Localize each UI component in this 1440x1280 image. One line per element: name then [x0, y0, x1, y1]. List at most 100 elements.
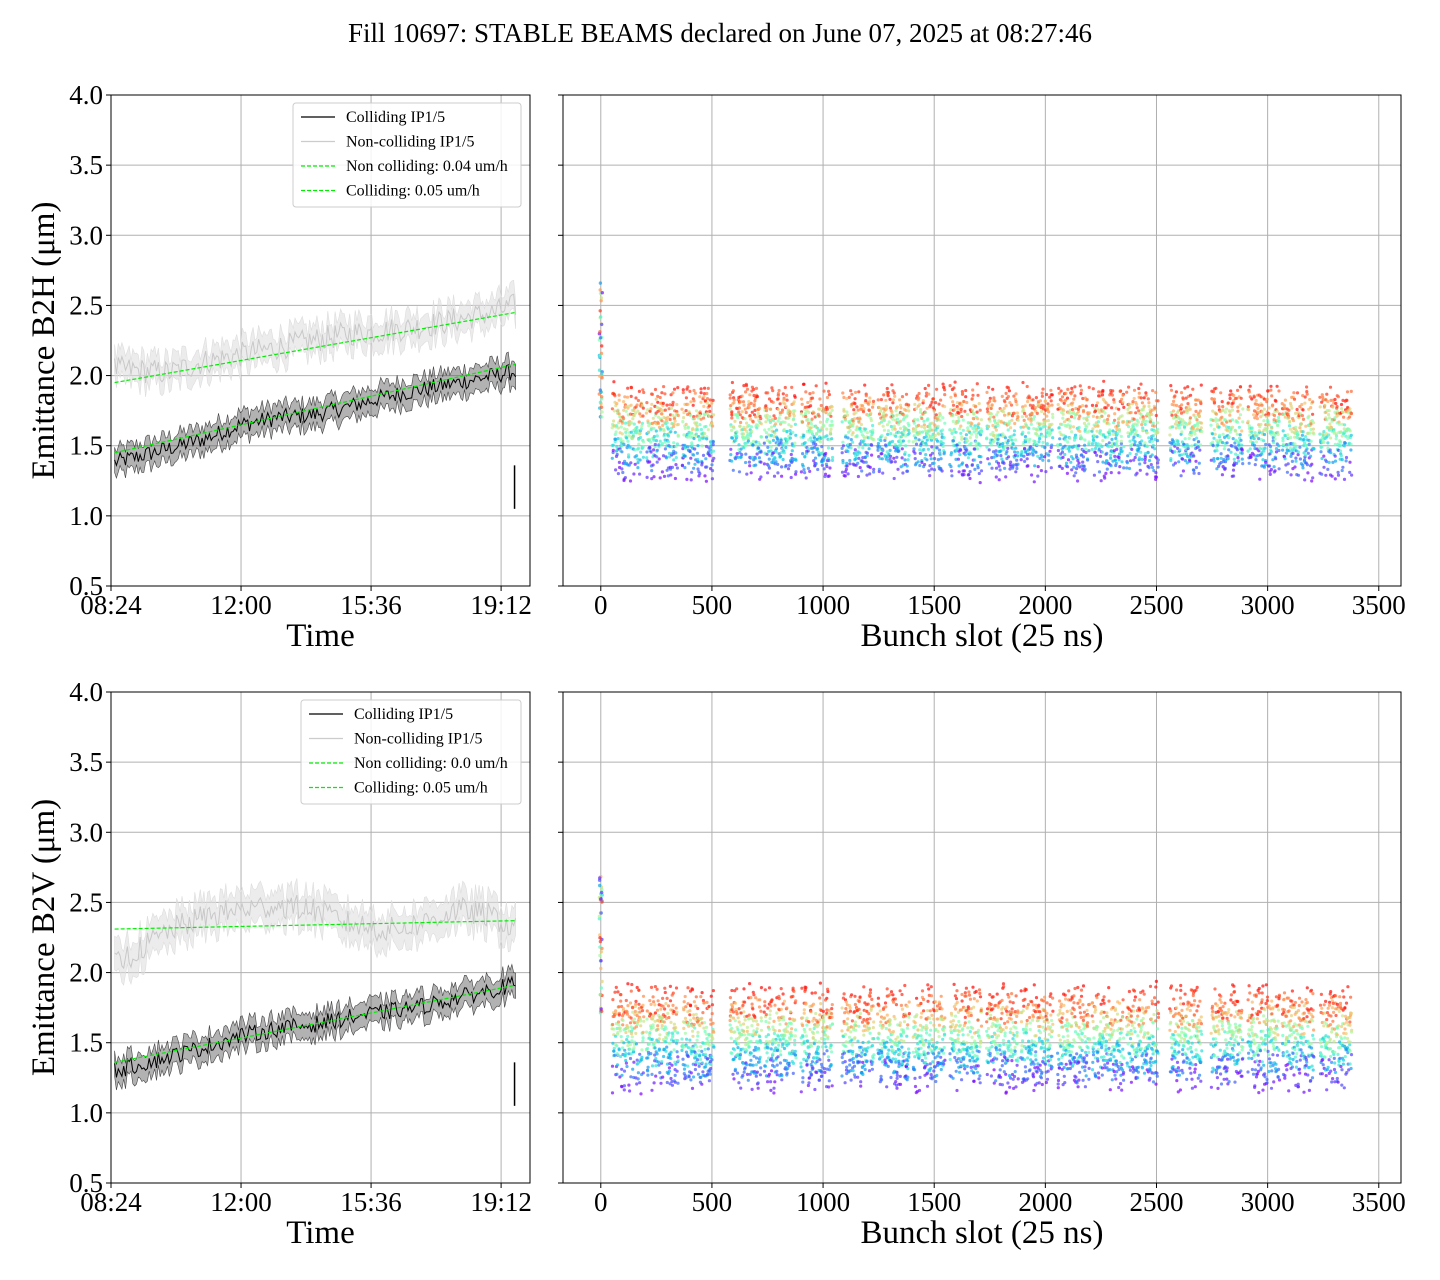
scatter-point: [853, 402, 857, 406]
scatter-point: [740, 410, 744, 414]
scatter-point: [1281, 439, 1285, 443]
scatter-point: [773, 1029, 777, 1033]
scatter-point: [597, 368, 602, 372]
scatter-point: [806, 400, 810, 405]
scatter-point: [672, 458, 676, 462]
scatter-point: [1154, 390, 1158, 394]
scatter-point: [1135, 423, 1139, 427]
scatter-point: [1138, 434, 1142, 439]
scatter-point: [612, 1027, 616, 1031]
scatter-point: [916, 460, 920, 464]
scatter-point: [921, 399, 926, 403]
scatter-point: [1146, 450, 1150, 454]
scatter-point: [985, 390, 989, 394]
scatter-point: [650, 1037, 654, 1041]
scatter-point: [649, 985, 654, 990]
scatter-point: [979, 430, 983, 434]
scatter-point: [940, 469, 944, 473]
scatter-point: [650, 1088, 654, 1092]
scatter-point: [1238, 403, 1242, 407]
scatter-point: [735, 452, 739, 456]
scatter-point: [1049, 399, 1053, 403]
scatter-point: [918, 410, 923, 414]
scatter-point: [629, 989, 633, 993]
scatter-point: [772, 434, 776, 439]
scatter-point: [600, 291, 604, 295]
scatter-point: [648, 437, 652, 441]
scatter-point: [1296, 450, 1300, 454]
scatter-point: [936, 424, 940, 428]
scatter-point: [805, 451, 809, 455]
scatter-point: [1004, 475, 1008, 479]
y-tick-label: 3.5: [69, 150, 103, 180]
scatter-point: [792, 444, 796, 448]
scatter-point: [1036, 474, 1040, 478]
scatter-point: [698, 395, 702, 399]
scatter-point: [886, 432, 890, 436]
scatter-point: [903, 450, 907, 454]
scatter-point: [1058, 442, 1062, 447]
scatter-point: [744, 390, 748, 394]
scatter-point: [599, 296, 604, 300]
scatter-point: [779, 438, 783, 442]
scatter-point: [749, 1039, 753, 1043]
scatter-point: [1068, 445, 1072, 449]
scatter-point: [1133, 443, 1137, 447]
scatter-point: [1303, 478, 1307, 482]
scatter-point: [598, 953, 602, 958]
scatter-point: [975, 447, 980, 451]
scatter-point: [621, 439, 625, 443]
scatter-point: [1104, 471, 1108, 475]
scatter-point: [1099, 479, 1103, 483]
scatter-point: [754, 415, 758, 419]
scatter-point: [666, 427, 670, 431]
scatter-point: [600, 415, 604, 419]
scatter-point: [793, 422, 798, 426]
scatter-point: [941, 428, 945, 432]
scatter-point: [1109, 471, 1113, 475]
scatter-point: [626, 1034, 630, 1038]
scatter-point: [777, 997, 781, 1001]
scatter-point: [976, 417, 980, 421]
scatter-point: [1301, 417, 1306, 421]
scatter-point: [732, 398, 736, 402]
scatter-point: [709, 444, 713, 449]
scatter-point: [1179, 407, 1183, 411]
scatter-point: [768, 1013, 772, 1017]
scatter-point: [672, 1010, 676, 1014]
scatter-point: [907, 409, 911, 413]
scatter-point: [1060, 422, 1064, 426]
scatter-point: [1150, 412, 1154, 416]
scatter-point: [785, 430, 789, 434]
scatter-point: [1034, 450, 1038, 454]
scatter-point: [733, 1048, 737, 1052]
scatter-point: [1327, 433, 1331, 437]
scatter-point: [711, 443, 715, 447]
scatter-point: [765, 1059, 769, 1063]
scatter-point: [1013, 438, 1018, 442]
scatter-point: [911, 440, 915, 444]
scatter-point: [775, 1069, 779, 1073]
scatter-point: [1212, 436, 1216, 440]
scatter-point: [1013, 421, 1017, 426]
scatter-point: [1246, 405, 1250, 409]
scatter-point: [1113, 458, 1117, 462]
scatter-point: [1151, 434, 1155, 438]
scatter-point: [1188, 416, 1192, 420]
scatter-point: [969, 441, 973, 445]
scatter-point: [789, 424, 793, 428]
scatter-point: [710, 1058, 714, 1062]
scatter-point: [962, 473, 966, 477]
scatter-point: [675, 1050, 679, 1054]
scatter-point: [923, 386, 927, 391]
scatter-point: [614, 468, 618, 472]
scatter-point: [700, 1082, 704, 1086]
scatter-point: [598, 288, 602, 292]
scatter-point: [1140, 457, 1144, 461]
scatter-point: [622, 427, 627, 431]
scatter-point: [977, 402, 981, 406]
scatter-point: [884, 457, 888, 461]
scatter-point: [652, 438, 656, 442]
scatter-point: [1198, 443, 1203, 447]
scatter-point: [654, 429, 658, 433]
